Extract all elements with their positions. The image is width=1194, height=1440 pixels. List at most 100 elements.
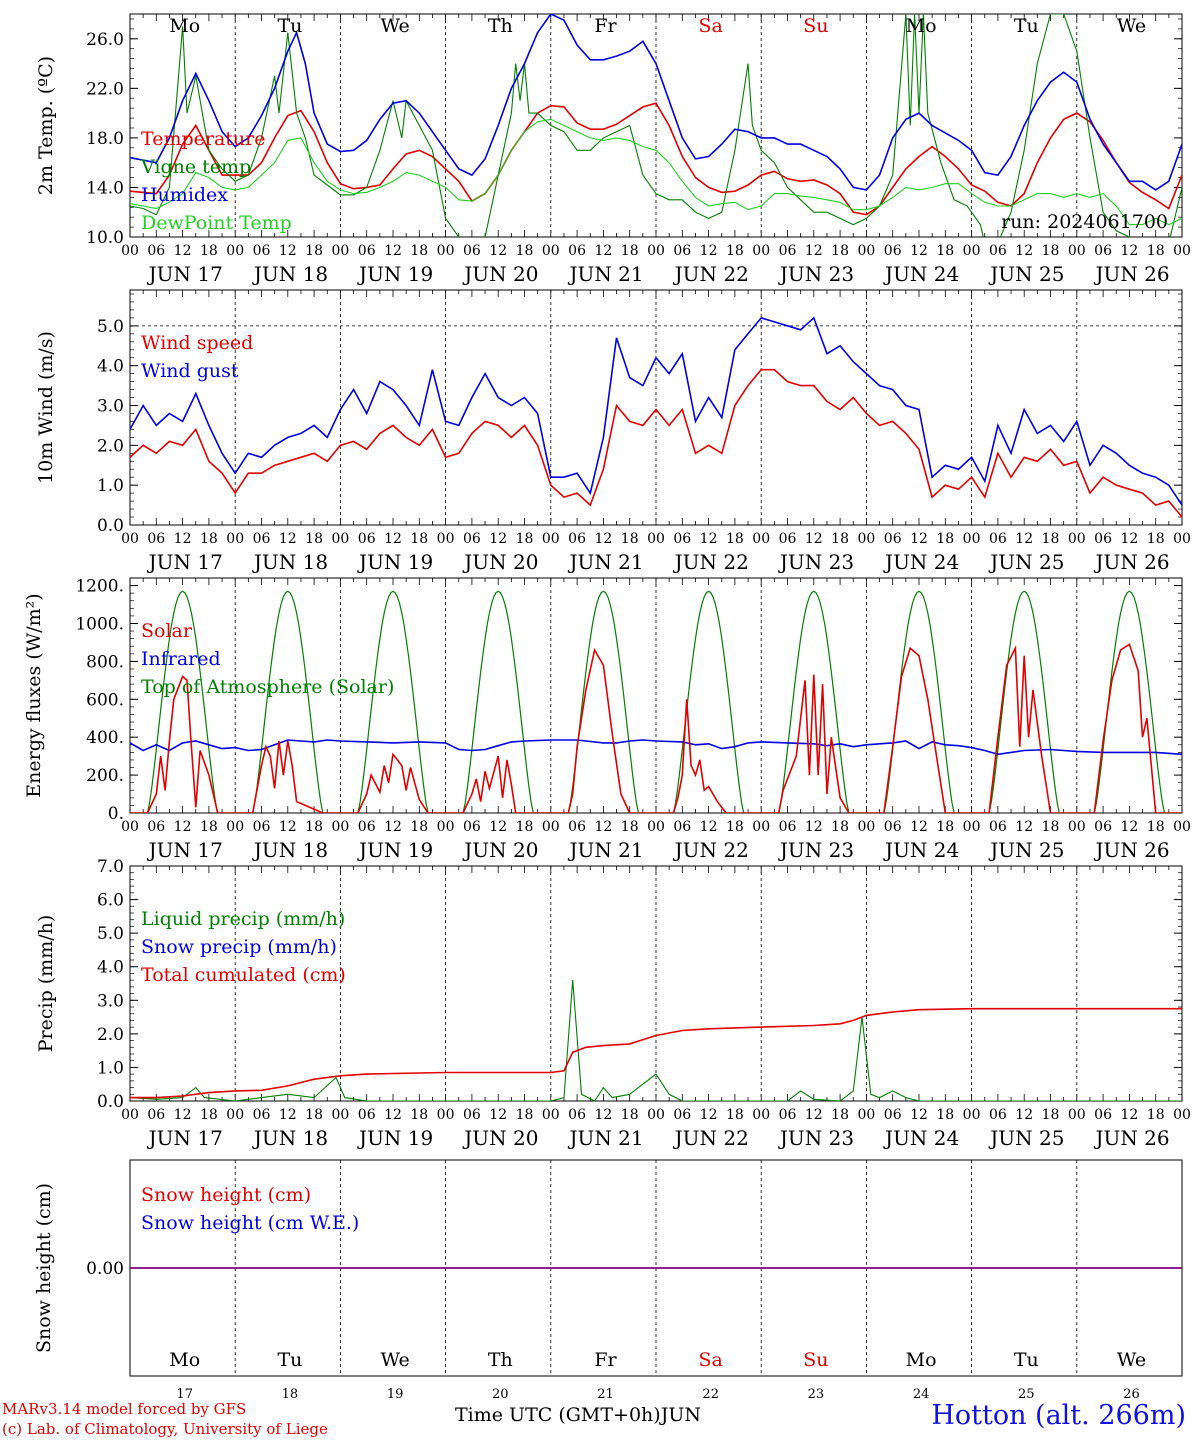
day-abbr: Mo (169, 1349, 200, 1371)
legend-entry: Top of Atmosphere (Solar) (141, 676, 394, 698)
hour-label: 00 (963, 531, 981, 547)
day-abbr: We (1117, 1349, 1146, 1371)
hour-label: 12 (700, 243, 718, 259)
hour-label: 00 (857, 531, 875, 547)
day-abbr: Tu (277, 15, 302, 37)
day-abbr: Fr (594, 1349, 617, 1371)
y-tick-label: 3.0 (97, 397, 124, 417)
day-number: 18 (282, 1387, 299, 1402)
hour-label: 00 (1068, 531, 1086, 547)
date-label: JUN 18 (252, 1126, 328, 1150)
date-label: JUN 17 (147, 550, 223, 574)
date-label: JUN 21 (567, 1126, 643, 1150)
hour-label: 18 (305, 531, 323, 547)
hour-label: 06 (673, 531, 691, 547)
hour-label: 06 (463, 531, 481, 547)
hour-label: 00 (121, 531, 139, 547)
legend-entry: Snow height (cm W.E.) (141, 1212, 359, 1234)
hour-label: 06 (884, 819, 902, 835)
toa-solar-curve (340, 590, 446, 813)
hour-label: 06 (673, 243, 691, 259)
hour-label: 12 (1015, 243, 1033, 259)
hour-label: 00 (752, 531, 770, 547)
model-credit: MARv3.14 model forced by GFS (2, 1400, 247, 1418)
legend-entry: Solar (141, 620, 193, 642)
y-tick-label: 400. (86, 728, 124, 748)
hour-label: 00 (226, 243, 244, 259)
date-label: JUN 25 (988, 1126, 1064, 1150)
series-group (130, 980, 1182, 1101)
hour-label: 18 (936, 243, 954, 259)
hour-label: 06 (358, 819, 376, 835)
legend-entry: Snow height (cm) (141, 1184, 311, 1206)
y-tick-label: 3.0 (97, 991, 124, 1011)
hour-label: 12 (594, 531, 612, 547)
y-tick-label: 600. (86, 690, 124, 710)
y-axis-label: 2m Temp. (ºC) (35, 56, 57, 195)
hour-label: 06 (884, 531, 902, 547)
hour-label: 12 (489, 1107, 507, 1123)
hour-label: 06 (463, 1107, 481, 1123)
day-number: 22 (702, 1387, 719, 1402)
day-number: 17 (176, 1387, 193, 1402)
hour-label: 06 (358, 1107, 376, 1123)
date-label: JUN 22 (673, 262, 749, 286)
hour-label: 06 (1094, 243, 1112, 259)
series-group (130, 590, 1182, 813)
day-abbr: Th (488, 15, 513, 37)
hour-label: 00 (331, 819, 349, 835)
date-label: JUN 18 (252, 838, 328, 862)
hour-label: 00 (857, 243, 875, 259)
hour-label: 00 (1068, 243, 1086, 259)
y-tick-label: 18.0 (86, 129, 124, 149)
hour-label: 12 (910, 243, 928, 259)
toa-solar-curve (866, 590, 972, 813)
hour-label: 12 (174, 243, 192, 259)
y-tick-label: 26.0 (86, 30, 124, 50)
hour-label: 00 (647, 531, 665, 547)
legend-entry: Total cumulated (cm) (141, 964, 346, 986)
hour-label: 06 (253, 243, 271, 259)
hour-label: 18 (831, 1107, 849, 1123)
hour-label: 18 (1042, 819, 1060, 835)
hour-label: 06 (568, 1107, 586, 1123)
hour-label: 06 (253, 531, 271, 547)
day-number: 26 (1123, 1387, 1140, 1402)
hour-label: 00 (1173, 1107, 1191, 1123)
panel-1: 10.0 14.0 18.0 22.0 26.0 2m Temp. (ºC) Tempera… (35, 13, 1191, 286)
hour-label: 00 (437, 1107, 455, 1123)
date-label: JUN 22 (673, 1126, 749, 1150)
hour-label: 00 (1173, 243, 1191, 259)
hour-label: 06 (147, 243, 165, 259)
hour-label: 18 (516, 1107, 534, 1123)
date-label: JUN 19 (357, 262, 433, 286)
hour-label: 12 (174, 819, 192, 835)
hour-label: 00 (857, 819, 875, 835)
hour-label: 06 (884, 1107, 902, 1123)
hour-label: 12 (1120, 1107, 1138, 1123)
hour-label: 00 (121, 243, 139, 259)
date-label: JUN 23 (778, 1126, 854, 1150)
day-abbr: Mo (906, 15, 937, 37)
date-label: JUN 24 (883, 1126, 959, 1150)
legend-entry: Snow precip (mm/h) (141, 936, 337, 958)
y-tick-label: 5.0 (97, 924, 124, 944)
y-tick-label: 5.0 (97, 317, 124, 337)
hour-label: 00 (1173, 819, 1191, 835)
date-label: JUN 21 (567, 838, 643, 862)
y-tick-label: 1.0 (97, 1058, 124, 1078)
date-label: JUN 26 (1093, 550, 1169, 574)
hour-label: 18 (410, 1107, 428, 1123)
date-label: JUN 25 (988, 838, 1064, 862)
y-tick-label: 10.0 (86, 228, 124, 248)
hour-label: 12 (700, 819, 718, 835)
hour-label: 06 (1094, 531, 1112, 547)
hour-label: 12 (384, 819, 402, 835)
hour-label: 12 (1015, 1107, 1033, 1123)
hour-label: 12 (805, 1107, 823, 1123)
hour-label: 06 (779, 819, 797, 835)
day-abbr: Tu (277, 1349, 302, 1371)
hour-label: 06 (463, 819, 481, 835)
hour-label: 00 (1068, 1107, 1086, 1123)
day-abbr: Sa (699, 1349, 723, 1371)
